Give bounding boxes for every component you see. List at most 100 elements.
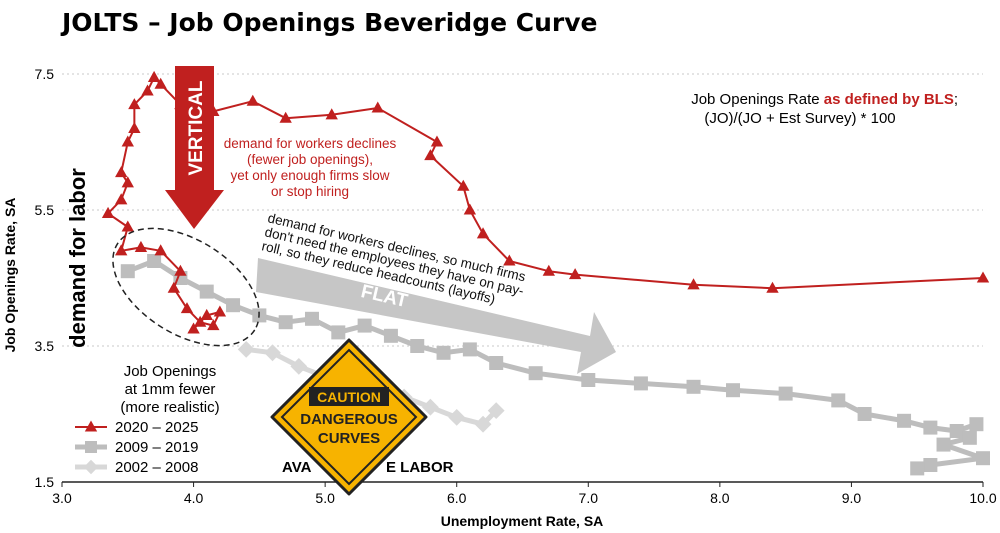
data-point bbox=[187, 322, 200, 334]
caution-sign-icon: CAUTION DANGEROUS CURVES bbox=[270, 338, 428, 496]
data-point bbox=[246, 94, 259, 106]
y-tick-label: 5.5 bbox=[35, 202, 55, 218]
y-tick-label: 3.5 bbox=[35, 338, 55, 354]
data-point bbox=[424, 149, 437, 161]
data-point bbox=[147, 254, 162, 268]
legend-swatch-marker bbox=[85, 441, 97, 453]
data-point bbox=[154, 77, 167, 89]
data-point bbox=[121, 220, 134, 232]
data-point bbox=[121, 135, 134, 147]
highlight-ellipse bbox=[112, 227, 260, 347]
data-point bbox=[897, 413, 912, 428]
data-point bbox=[193, 315, 207, 327]
legend-label: 2009 – 2019 bbox=[115, 439, 198, 456]
chart-title: JOLTS – Job Openings Beveridge Curve bbox=[60, 8, 597, 37]
vertical-note-line: demand for workers declines bbox=[224, 136, 397, 151]
data-point bbox=[134, 240, 148, 252]
data-point bbox=[264, 344, 281, 362]
data-point bbox=[976, 271, 990, 283]
data-point bbox=[410, 339, 425, 353]
data-point bbox=[383, 328, 398, 343]
data-point bbox=[766, 281, 779, 293]
data-point bbox=[279, 111, 292, 123]
data-point bbox=[121, 176, 134, 188]
legend-label: 2002 – 2008 bbox=[115, 459, 198, 476]
demand-for-labor-label: demand for labor bbox=[65, 168, 90, 348]
data-point bbox=[962, 430, 977, 445]
data-point bbox=[213, 305, 227, 317]
data-point bbox=[487, 402, 505, 419]
data-point bbox=[463, 203, 477, 215]
legend-swatch-marker bbox=[84, 420, 98, 432]
series-triangle bbox=[101, 70, 990, 334]
data-point bbox=[304, 311, 319, 326]
data-point bbox=[141, 84, 154, 96]
data-point bbox=[115, 244, 128, 256]
data-point bbox=[199, 284, 214, 299]
vertical-arrow: VERTICAL bbox=[165, 66, 224, 229]
definition-formula: (JO)/(JO + Est Survey) * 100 bbox=[704, 110, 895, 127]
data-point bbox=[128, 98, 141, 110]
data-point bbox=[430, 135, 444, 147]
data-point bbox=[147, 70, 161, 82]
legend-swatch-marker bbox=[83, 459, 99, 475]
y-tick-label: 7.5 bbox=[35, 66, 55, 82]
y-axis-label: Job Openings Rate, SA bbox=[2, 198, 18, 353]
x-tick-label: 7.0 bbox=[579, 490, 599, 506]
data-point bbox=[581, 373, 596, 387]
x-tick-label: 3.0 bbox=[52, 490, 72, 506]
data-point bbox=[278, 315, 293, 330]
data-point bbox=[200, 308, 213, 320]
data-point bbox=[633, 376, 648, 391]
data-point bbox=[226, 298, 241, 313]
axis-ticks: 1.5 3.5 5.5 7.5 3.0 4.0 5.0 6.0 7.0 8.0 9.0 10.0 bbox=[35, 66, 997, 506]
bottom-label-left: AVA bbox=[282, 459, 312, 476]
x-tick-label: 10.0 bbox=[969, 490, 996, 506]
data-point bbox=[726, 383, 741, 398]
vertical-note-line: (fewer job openings), bbox=[247, 152, 373, 167]
data-point bbox=[503, 254, 516, 266]
data-point bbox=[174, 264, 187, 276]
vertical-note-line: yet only enough firms slow bbox=[230, 168, 389, 183]
caution-sign-top: CAUTION bbox=[317, 389, 381, 405]
grid-lines bbox=[62, 73, 983, 347]
series-line bbox=[126, 258, 986, 471]
series-square bbox=[120, 254, 990, 476]
data-point bbox=[371, 101, 384, 113]
data-point bbox=[686, 379, 701, 394]
definition-prefix: Job Openings Rate bbox=[691, 91, 824, 108]
definition-suffix: ; bbox=[954, 91, 958, 108]
definition-highlight: as defined by BLS bbox=[824, 91, 954, 108]
ellipse-note-line: (more realistic) bbox=[120, 399, 219, 416]
data-point bbox=[687, 278, 700, 290]
data-point bbox=[936, 437, 951, 452]
data-point bbox=[923, 458, 938, 472]
data-point bbox=[331, 325, 346, 340]
x-tick-label: 5.0 bbox=[315, 490, 335, 506]
data-point bbox=[290, 358, 308, 375]
caution-sign-line2: CURVES bbox=[318, 430, 380, 447]
data-point bbox=[422, 398, 439, 416]
data-point bbox=[528, 366, 543, 381]
legend-label: 2020 – 2025 bbox=[115, 419, 198, 436]
data-point bbox=[325, 108, 338, 120]
data-point bbox=[474, 415, 492, 433]
data-point bbox=[476, 227, 490, 239]
data-point bbox=[923, 420, 938, 435]
data-point bbox=[128, 121, 141, 133]
data-point bbox=[207, 319, 220, 331]
data-point bbox=[436, 345, 451, 360]
x-tick-label: 6.0 bbox=[447, 490, 467, 506]
series-layer bbox=[101, 70, 990, 476]
data-point bbox=[154, 244, 167, 256]
annotations: Job Openings Rate as defined by BLS; (JO)… bbox=[120, 91, 958, 476]
ellipse-note-line: Job Openings bbox=[124, 363, 217, 380]
data-point bbox=[568, 268, 582, 280]
x-tick-label: 4.0 bbox=[184, 490, 204, 506]
data-point bbox=[489, 356, 504, 370]
y-tick-label: 1.5 bbox=[35, 474, 55, 490]
x-tick-label: 8.0 bbox=[710, 490, 730, 506]
flat-arrow-shape bbox=[256, 258, 616, 374]
data-point bbox=[101, 206, 115, 218]
